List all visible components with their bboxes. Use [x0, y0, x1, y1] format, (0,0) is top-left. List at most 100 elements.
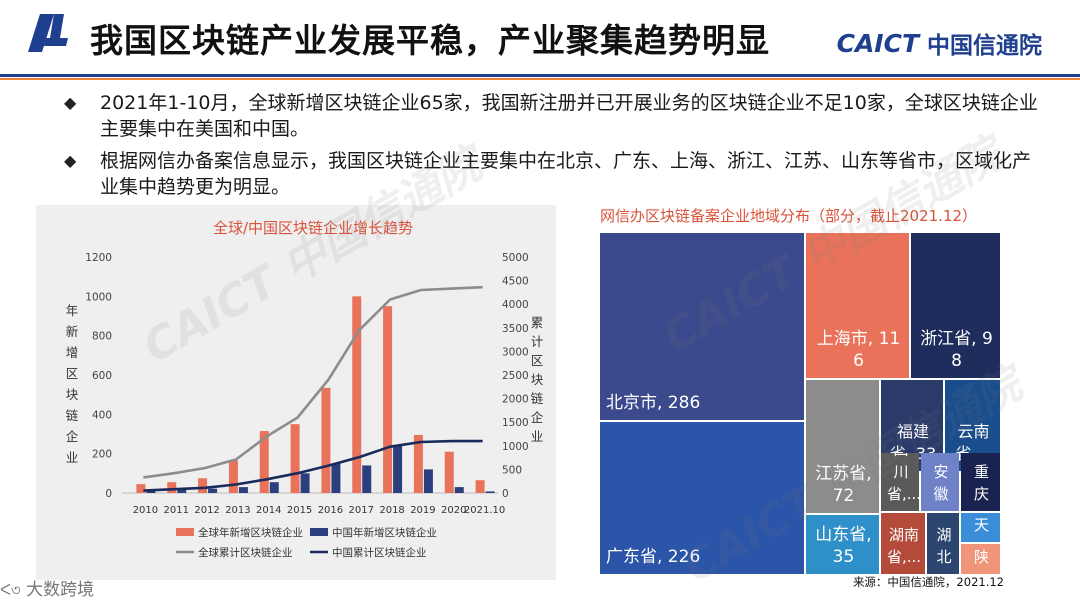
y2-axis-label-char: 企	[531, 410, 544, 425]
treemap-tile: 江苏省, 72	[806, 380, 879, 513]
x-tick-label: 2020	[441, 505, 466, 516]
header: 我国区块链产业发展平稳，产业聚集趋势明显 CAICT 中国信通院	[0, 0, 1080, 80]
y-axis-label-char: 区	[66, 366, 79, 381]
y-tick-label: 1000	[85, 291, 112, 303]
brand-logo-text: CAICT	[836, 28, 919, 58]
watermark-logo-icon: ᐸ৩	[0, 581, 21, 599]
y-tick-label: 800	[92, 331, 112, 343]
y2-tick-label: 500	[502, 464, 522, 476]
bar-china	[269, 482, 279, 493]
bar-china	[177, 489, 187, 493]
brand: CAICT 中国信通院	[837, 26, 1042, 60]
y-axis-label-char: 业	[66, 450, 79, 465]
legend-label: 全球累计区块链企业	[198, 546, 293, 559]
bar-global	[383, 306, 393, 493]
bar-china	[454, 487, 464, 493]
bar-global	[290, 424, 300, 493]
legend-label: 中国累计区块链企业	[332, 546, 427, 559]
y2-tick-label: 4500	[502, 276, 529, 288]
bullet-list: ◆ 2021年1-10月，全球新增区块链企业65家，我国新注册并已开展业务的区块…	[64, 90, 1044, 206]
bar-global	[475, 480, 485, 493]
y-axis-label-char: 块	[66, 387, 79, 402]
brand-name: 中国信通院	[927, 33, 1042, 59]
x-tick-label: 2013	[225, 505, 250, 516]
x-tick-label: 2012	[194, 505, 219, 516]
legend-label: 全球年新增区块链企业	[198, 526, 303, 539]
treemap-tile-label: 山东省, 35	[815, 525, 872, 567]
treemap-title: 网信办区块链备案企业地域分布（部分，截止2021.12）	[600, 207, 978, 225]
y2-tick-label: 0	[502, 488, 509, 500]
y-tick-label: 200	[92, 449, 112, 461]
bar-global	[136, 484, 146, 493]
treemap-tile-label: 安徽	[933, 463, 949, 503]
treemap-tile-label: 浙江省, 98	[920, 329, 993, 371]
legend-label: 中国年新增区块链企业	[332, 526, 437, 539]
treemap-tile: 浙江省, 98	[911, 233, 1000, 378]
treemap-tile-label: 北京市, 286	[606, 393, 701, 413]
treemap-tile: 天	[961, 513, 1000, 542]
bar-china	[146, 490, 156, 493]
treemap-tile-label: 广东省, 226	[606, 547, 701, 567]
y-tick-label: 400	[92, 409, 112, 421]
bar-china	[423, 469, 433, 493]
y-axis-label-char: 年	[66, 303, 79, 318]
bar-global	[259, 431, 269, 493]
bar-global	[228, 460, 238, 493]
header-rule-orange	[0, 78, 1080, 80]
bar-china	[238, 487, 248, 493]
y-axis-label-char: 链	[66, 408, 79, 423]
watermark-text: 大数跨境	[26, 580, 95, 600]
bar-china	[362, 465, 372, 493]
bullet-item: ◆ 2021年1-10月，全球新增区块链企业65家，我国新注册并已开展业务的区块…	[64, 90, 1044, 142]
series-line-global-cumulative	[143, 285, 483, 479]
bar-china	[485, 491, 495, 493]
x-tick-label: 2014	[256, 505, 281, 516]
y2-axis-label-char: 链	[531, 391, 544, 406]
y2-tick-label: 4000	[502, 299, 529, 311]
treemap-tile-label: 江苏省, 72	[815, 464, 872, 506]
y2-axis-label-char: 计	[531, 334, 544, 349]
y2-tick-label: 2000	[502, 394, 529, 406]
y-axis-label-char: 增	[66, 345, 79, 360]
growth-chart-svg: 全球/中国区块链企业增长趋势 0 200 400 600 800 1000 1200 0 500 1…	[66, 219, 544, 559]
y2-axis-label-char: 区	[531, 353, 544, 368]
treemap-tile-label: 陕	[973, 548, 989, 566]
treemap-tile: 湖北	[927, 513, 959, 574]
corner-watermark: ᐸ৩ 大数跨境	[0, 575, 94, 604]
y2-tick-label: 1000	[502, 441, 529, 453]
treemap-tile: 重庆	[961, 453, 1000, 511]
page-title: 我国区块链产业发展平稳，产业聚集趋势明显	[90, 21, 770, 60]
diamond-bullet-icon: ◆	[64, 93, 77, 112]
x-tick-label: 2010	[133, 505, 158, 516]
treemap-tile: 上海市, 116	[806, 233, 909, 378]
chart-title: 全球/中国区块链企业增长趋势	[213, 219, 413, 237]
y2-tick-label: 3000	[502, 346, 529, 358]
bar-china	[300, 473, 310, 493]
bar-china	[208, 488, 218, 493]
treemap-tile: 四川省,...	[881, 453, 919, 511]
y2-tick-label: 5000	[502, 252, 529, 264]
legend-swatch	[176, 528, 194, 536]
growth-chart: 全球/中国区块链企业增长趋势 0 200 400 600 800 1000 1200 0 500 1…	[36, 205, 556, 580]
y-axis-label-char: 新	[66, 324, 79, 339]
y2-tick-label: 1500	[502, 417, 529, 429]
series-line-china-cumulative	[143, 439, 483, 492]
legend-swatch	[310, 528, 328, 536]
slide-logo-icon	[28, 14, 68, 52]
treemap-tile: 安徽	[921, 453, 959, 511]
treemap-tile: 广东省, 226	[600, 422, 804, 574]
treemap-tile: 陕	[961, 544, 1000, 574]
bar-china	[393, 445, 403, 493]
y-tick-label: 1200	[85, 252, 112, 264]
region-treemap: 网信办区块链备案企业地域分布（部分，截止2021.12） 北京市, 286 广东省…	[594, 203, 1018, 593]
bullet-item: ◆ 根据网信办备案信息显示，我国区块链企业主要集中在北京、广东、上海、浙江、江苏…	[64, 148, 1044, 200]
y-axis-label-char: 企	[66, 429, 79, 444]
y2-tick-label: 2500	[502, 370, 529, 382]
x-tick-label: 2018	[379, 505, 404, 516]
bar-global	[352, 296, 362, 493]
bullet-text: 根据网信办备案信息显示，我国区块链企业主要集中在北京、广东、上海、浙江、江苏、山…	[100, 150, 1032, 198]
x-tick-label: 2021.10	[464, 505, 505, 516]
bar-global	[167, 482, 177, 493]
x-tick-label: 2011	[164, 505, 189, 516]
treemap-tile: 湖南省,...	[881, 513, 925, 574]
